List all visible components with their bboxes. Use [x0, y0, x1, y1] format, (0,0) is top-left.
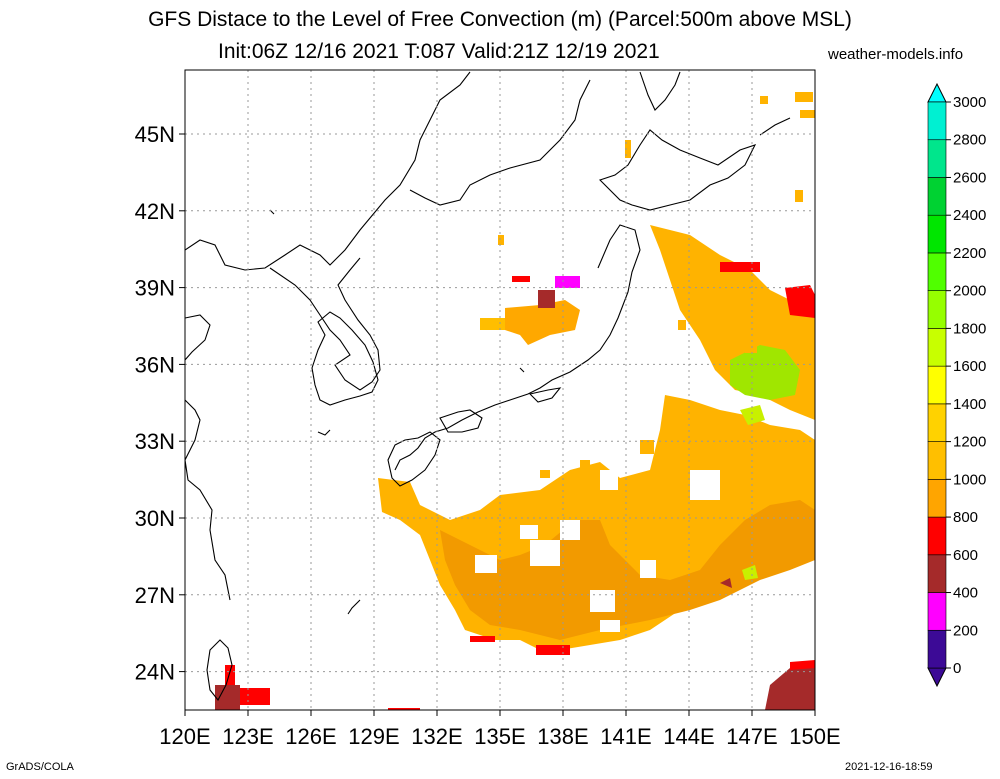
- field-green-3: [742, 565, 758, 580]
- colorbar-label: 600: [953, 547, 978, 564]
- lat-label: 24N: [135, 660, 175, 685]
- lon-label: 150E: [789, 724, 840, 749]
- lat-label: 42N: [135, 199, 175, 224]
- lfc-shading: [215, 92, 815, 710]
- colorbar: 0 200 400 600 800 1000 1200 1400 1600 1800 2000 220…: [927, 82, 986, 688]
- colorbar-segment: [927, 139, 947, 178]
- field-scatter: [498, 92, 815, 505]
- colorbar-label: 1600: [953, 358, 986, 375]
- lon-label: 138E: [537, 724, 588, 749]
- colorbar-label: 1800: [953, 320, 986, 337]
- field-japan-sea: [505, 300, 580, 345]
- lon-label: 141E: [600, 724, 651, 749]
- colorbar-segment: [927, 403, 947, 442]
- colorbar-segment: [927, 365, 947, 405]
- colorbar-label: 2400: [953, 207, 986, 224]
- lon-label: 144E: [663, 724, 714, 749]
- field-japan-sea-2: [480, 318, 505, 330]
- lon-label: 123E: [222, 724, 273, 749]
- lon-label: 132E: [411, 724, 462, 749]
- colorbar-label: 1400: [953, 396, 986, 413]
- colorbar-label: 2600: [953, 169, 986, 186]
- field-south-belt-dark: [440, 500, 815, 640]
- colorbar-min-arrow: [927, 667, 947, 688]
- colorbar-label: 1200: [953, 434, 986, 451]
- field-holes: [475, 470, 770, 632]
- colorbar-segment: [927, 479, 947, 518]
- lon-label: 126E: [285, 724, 336, 749]
- field-green: [730, 345, 800, 400]
- colorbar-segment: [927, 592, 947, 631]
- colorbar-segment: [927, 214, 947, 254]
- lon-label: 135E: [474, 724, 525, 749]
- colorbar-segment: [927, 328, 947, 367]
- colorbar-label: 2000: [953, 283, 986, 300]
- colorbar-segment: [927, 177, 947, 216]
- colorbar-segment: [927, 252, 947, 291]
- lat-label: 30N: [135, 506, 175, 531]
- colorbar-segment: [927, 101, 947, 141]
- grid-lines: [185, 70, 815, 710]
- colorbar-label: 2200: [953, 245, 986, 262]
- colorbar-label: 400: [953, 585, 978, 602]
- colorbar-label: 200: [953, 622, 978, 639]
- chart-title: GFS Distace to the Level of Free Convect…: [148, 8, 852, 31]
- colorbar-segment: [927, 629, 947, 669]
- lat-axis: 45N 42N 39N 36N 33N 30N 27N 24N: [135, 122, 185, 685]
- lon-axis: 120E 123E 126E 129E 132E 135E 138E 141E 144E 147E…: [159, 710, 841, 749]
- lon-label: 147E: [726, 724, 777, 749]
- lon-label: 129E: [348, 724, 399, 749]
- chart-subtitle: Init:06Z 12/16 2021 T:087 Valid:21Z 12/1…: [218, 40, 660, 63]
- lat-label: 33N: [135, 429, 175, 454]
- lat-label: 27N: [135, 583, 175, 608]
- colorbar-segment: [927, 516, 947, 556]
- colorbar-label: 2800: [953, 132, 986, 149]
- field-green-2: [740, 405, 765, 425]
- colorbar-segment: [927, 441, 947, 480]
- colorbar-label: 0: [953, 660, 961, 677]
- lon-label: 120E: [159, 724, 210, 749]
- footer-timestamp: 2021-12-16-18:59: [845, 761, 933, 773]
- field-red-patches: [215, 262, 815, 710]
- colorbar-segment: [927, 290, 947, 329]
- source-site: weather-models.info: [828, 46, 964, 63]
- colorbar-label: 3000: [953, 94, 986, 111]
- footer-software: GrADS/COLA: [6, 761, 74, 773]
- lat-label: 45N: [135, 122, 175, 147]
- colorbar-label: 1000: [953, 471, 986, 488]
- lat-label: 36N: [135, 352, 175, 377]
- colorbar-segment: [927, 554, 947, 593]
- colorbar-label: 800: [953, 509, 978, 526]
- lat-label: 39N: [135, 276, 175, 301]
- colorbar-max-arrow: [927, 82, 947, 103]
